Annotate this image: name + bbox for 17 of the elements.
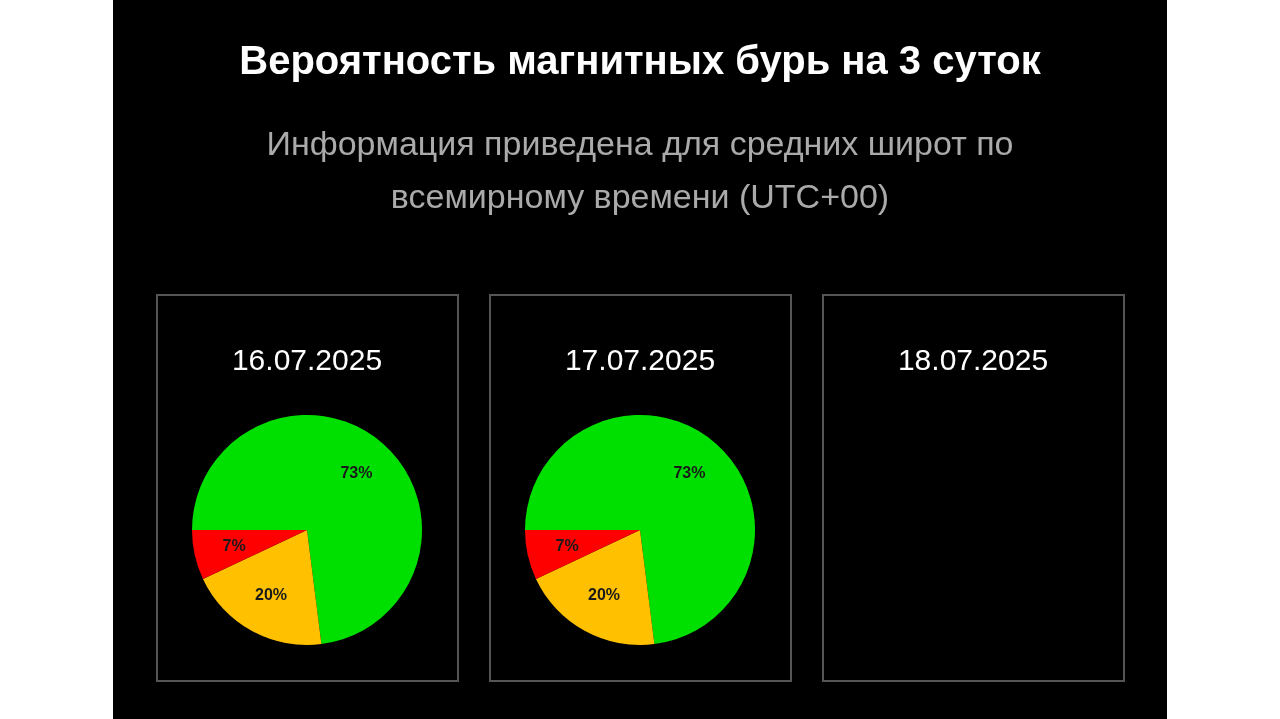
data-label: 7% <box>555 536 579 554</box>
pie-slice <box>202 530 322 645</box>
pie-slice <box>535 530 655 645</box>
pie-slice <box>192 415 422 645</box>
data-label: 7% <box>222 536 246 554</box>
pie-slice <box>525 415 755 645</box>
text: Информация приведена для средних широт по всемирному времени (UTC+00) <box>266 124 1014 215</box>
text: Вероятность магнитных бурь на 3 суток <box>239 38 1042 82</box>
pie-slice <box>192 530 307 579</box>
text: 18.07.2025 <box>897 343 1049 376</box>
data-label: 73% <box>673 464 706 482</box>
chart-title: 16.07.2025 <box>231 343 383 376</box>
data-label: 73% <box>340 464 373 482</box>
pie-slice <box>525 530 640 579</box>
chart-title: 17.07.2025 <box>564 343 716 376</box>
data-label: 20% <box>254 585 287 603</box>
data-label: 20% <box>587 585 620 603</box>
